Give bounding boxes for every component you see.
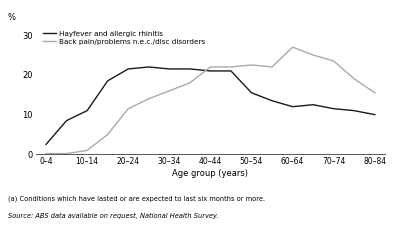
Hayfever and allergic rhinitis — [311, 103, 316, 106]
Back pain/problems n.e.c./disc disorders — [311, 54, 316, 56]
X-axis label: Age group (years): Age group (years) — [172, 169, 249, 178]
Line: Back pain/problems n.e.c./disc disorders: Back pain/problems n.e.c./disc disorders — [46, 47, 375, 154]
Legend: Hayfever and allergic rhinitis, Back pain/problems n.e.c./disc disorders: Hayfever and allergic rhinitis, Back pai… — [43, 31, 205, 45]
Back pain/problems n.e.c./disc disorders — [187, 81, 192, 84]
Hayfever and allergic rhinitis — [290, 105, 295, 108]
Back pain/problems n.e.c./disc disorders — [105, 133, 110, 136]
Back pain/problems n.e.c./disc disorders — [64, 152, 69, 155]
Hayfever and allergic rhinitis — [372, 113, 377, 116]
Hayfever and allergic rhinitis — [270, 99, 274, 102]
Hayfever and allergic rhinitis — [64, 119, 69, 122]
Back pain/problems n.e.c./disc disorders — [167, 89, 172, 92]
Hayfever and allergic rhinitis — [105, 79, 110, 82]
Back pain/problems n.e.c./disc disorders — [146, 97, 151, 100]
Hayfever and allergic rhinitis — [146, 66, 151, 68]
Line: Hayfever and allergic rhinitis: Hayfever and allergic rhinitis — [46, 67, 375, 144]
Hayfever and allergic rhinitis — [167, 68, 172, 70]
Back pain/problems n.e.c./disc disorders — [352, 77, 357, 80]
Hayfever and allergic rhinitis — [85, 109, 89, 112]
Back pain/problems n.e.c./disc disorders — [331, 60, 336, 62]
Hayfever and allergic rhinitis — [352, 109, 357, 112]
Back pain/problems n.e.c./disc disorders — [44, 152, 48, 155]
Hayfever and allergic rhinitis — [229, 69, 233, 72]
Back pain/problems n.e.c./disc disorders — [85, 149, 89, 152]
Text: Source: ABS data available on request, National Health Survey.: Source: ABS data available on request, N… — [8, 213, 218, 220]
Back pain/problems n.e.c./disc disorders — [372, 91, 377, 94]
Hayfever and allergic rhinitis — [44, 143, 48, 146]
Hayfever and allergic rhinitis — [249, 91, 254, 94]
Hayfever and allergic rhinitis — [126, 68, 131, 70]
Hayfever and allergic rhinitis — [331, 107, 336, 110]
Back pain/problems n.e.c./disc disorders — [290, 46, 295, 49]
Back pain/problems n.e.c./disc disorders — [208, 66, 213, 68]
Back pain/problems n.e.c./disc disorders — [229, 66, 233, 68]
Hayfever and allergic rhinitis — [187, 68, 192, 70]
Hayfever and allergic rhinitis — [208, 69, 213, 72]
Text: (a) Conditions which have lasted or are expected to last six months or more.: (a) Conditions which have lasted or are … — [8, 195, 265, 202]
Y-axis label: %: % — [7, 13, 15, 22]
Back pain/problems n.e.c./disc disorders — [126, 107, 131, 110]
Back pain/problems n.e.c./disc disorders — [249, 64, 254, 66]
Back pain/problems n.e.c./disc disorders — [270, 66, 274, 68]
